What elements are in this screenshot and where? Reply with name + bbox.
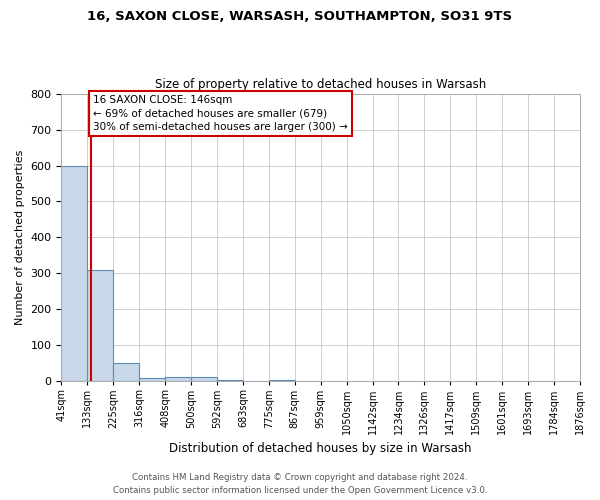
Bar xyxy=(113,364,139,382)
Bar xyxy=(165,377,191,382)
Text: 16, SAXON CLOSE, WARSASH, SOUTHAMPTON, SO31 9TS: 16, SAXON CLOSE, WARSASH, SOUTHAMPTON, S… xyxy=(88,10,512,23)
X-axis label: Distribution of detached houses by size in Warsash: Distribution of detached houses by size … xyxy=(169,442,472,455)
Text: Contains HM Land Registry data © Crown copyright and database right 2024.
Contai: Contains HM Land Registry data © Crown c… xyxy=(113,474,487,495)
Bar xyxy=(61,166,88,382)
Bar xyxy=(88,270,113,382)
Bar xyxy=(217,380,243,382)
Bar xyxy=(139,378,165,382)
Bar xyxy=(269,380,295,382)
Title: Size of property relative to detached houses in Warsash: Size of property relative to detached ho… xyxy=(155,78,487,91)
Bar xyxy=(191,377,217,382)
Y-axis label: Number of detached properties: Number of detached properties xyxy=(15,150,25,325)
Text: 16 SAXON CLOSE: 146sqm
← 69% of detached houses are smaller (679)
30% of semi-de: 16 SAXON CLOSE: 146sqm ← 69% of detached… xyxy=(93,96,348,132)
